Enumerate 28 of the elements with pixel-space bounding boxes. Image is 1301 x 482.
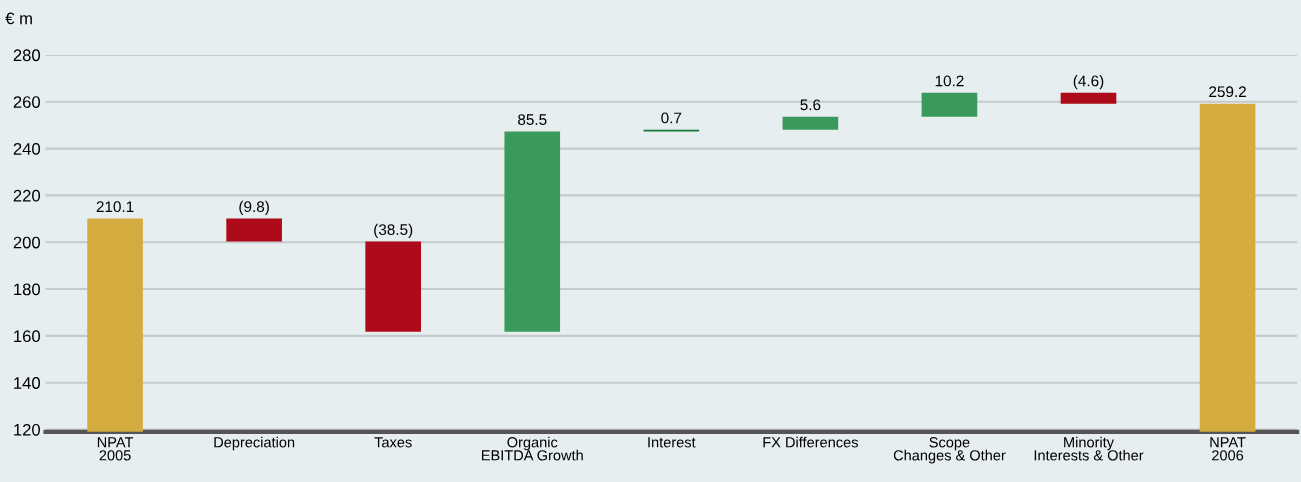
data-label: 210.1 xyxy=(96,201,134,213)
y-tick-label: 160 xyxy=(14,330,41,343)
y-tick-label: 120 xyxy=(14,423,41,436)
y-tick-label: 180 xyxy=(14,283,41,296)
x-tick-label: FX Differences xyxy=(763,436,858,448)
x-tick-label: Minority Interests & Other xyxy=(1034,436,1144,461)
y-axis-title: € m xyxy=(5,12,32,25)
y-tick-label: 200 xyxy=(13,236,41,249)
x-tick-label: Organic EBITDA Growth xyxy=(481,436,583,461)
x-tick-label: NPAT 2006 xyxy=(1210,437,1246,461)
data-label: 5.6 xyxy=(800,99,821,111)
data-label: 0.7 xyxy=(661,112,682,124)
data-label: (4.6) xyxy=(1073,75,1104,90)
x-tick-label: NPAT 2005 xyxy=(97,437,134,461)
x-tick-label: Depreciation xyxy=(214,436,295,451)
y-tick-label: 260 xyxy=(13,96,41,108)
x-tick-label: Interest xyxy=(648,437,696,448)
y-tick-label: 220 xyxy=(13,189,41,202)
y-tick-label: 140 xyxy=(14,377,41,389)
x-tick-label: Taxes xyxy=(374,437,412,448)
y-tick-label: 280 xyxy=(13,49,41,62)
data-label: 85.5 xyxy=(518,114,547,125)
data-label: (38.5) xyxy=(374,223,413,239)
x-tick-label: Scope Changes & Other xyxy=(893,437,1006,464)
data-label: (9.8) xyxy=(239,200,269,216)
y-tick-label: 240 xyxy=(13,142,41,155)
data-label: 10.2 xyxy=(935,75,964,87)
data-label: 259.2 xyxy=(1209,86,1246,98)
